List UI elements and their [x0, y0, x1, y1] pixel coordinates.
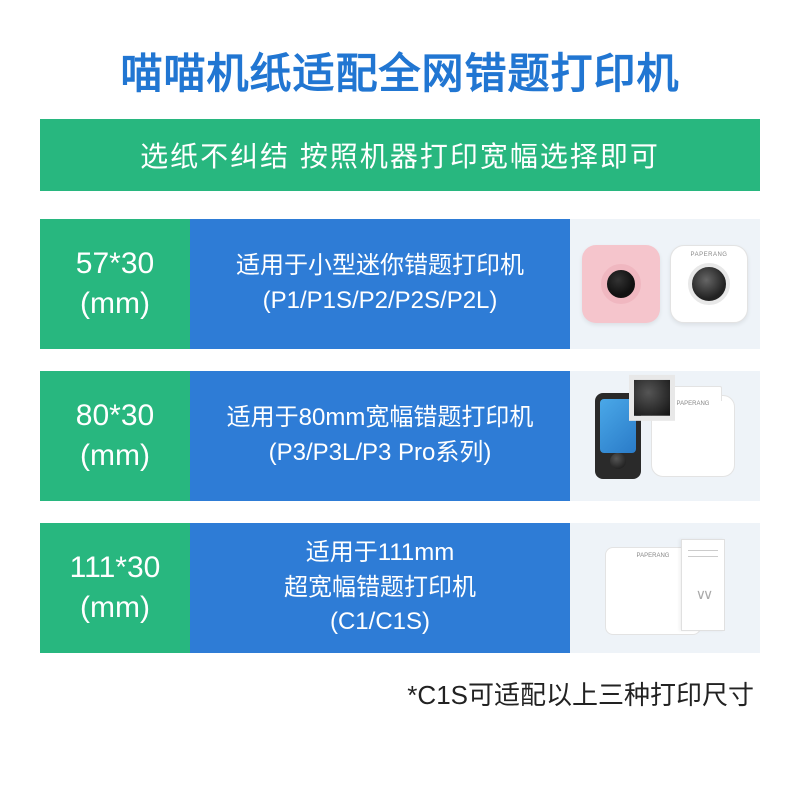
desc-line: 适用于111mm: [306, 536, 454, 571]
desc-line: 超宽幅错题打印机: [284, 571, 476, 606]
size-unit: (mm): [80, 436, 150, 477]
desc-line: (C1/C1S): [330, 605, 430, 640]
size-cell: 57*30 (mm): [40, 219, 190, 349]
desc-cell: 适用于111mm 超宽幅错题打印机 (C1/C1S): [190, 523, 570, 653]
desc-line: 适用于80mm宽幅错题打印机: [227, 401, 534, 436]
subtitle-bar: 选纸不纠结 按照机器打印宽幅选择即可: [40, 119, 760, 191]
size-unit: (mm): [80, 284, 150, 325]
size-value: 57*30: [76, 244, 154, 285]
product-images: PAPERANG: [570, 219, 760, 349]
desc-line: (P3/P3L/P3 Pro系列): [269, 436, 492, 471]
product-images: PAPERANG ∨∨: [570, 523, 760, 653]
product-images: PAPERANG: [570, 371, 760, 501]
desc-line: 适用于小型迷你错题打印机: [236, 249, 524, 284]
size-cell: 80*30 (mm): [40, 371, 190, 501]
size-unit: (mm): [80, 588, 150, 629]
size-row-80: 80*30 (mm) 适用于80mm宽幅错题打印机 (P3/P3L/P3 Pro…: [40, 371, 760, 501]
size-cell: 111*30 (mm): [40, 523, 190, 653]
footnote: *C1S可适配以上三种打印尺寸: [40, 675, 760, 712]
size-row-57: 57*30 (mm) 适用于小型迷你错题打印机 (P1/P1S/P2/P2S/P…: [40, 219, 760, 349]
printer-pink-icon: [582, 245, 660, 323]
size-row-111: 111*30 (mm) 适用于111mm 超宽幅错题打印机 (C1/C1S) P…: [40, 523, 760, 653]
desc-cell: 适用于小型迷你错题打印机 (P1/P1S/P2/P2S/P2L): [190, 219, 570, 349]
size-value: 80*30: [76, 396, 154, 437]
brand-label: PAPERANG: [671, 252, 747, 258]
page-title: 喵喵机纸适配全网错题打印机: [40, 40, 760, 101]
printer-white-icon: PAPERANG: [670, 245, 748, 323]
desc-cell: 适用于80mm宽幅错题打印机 (P3/P3L/P3 Pro系列): [190, 371, 570, 501]
size-value: 111*30: [70, 548, 161, 589]
printer-111-icon: PAPERANG ∨∨: [605, 539, 725, 637]
desc-line: (P1/P1S/P2/P2S/P2L): [263, 284, 498, 319]
printer-80-icon: PAPERANG: [651, 395, 735, 477]
